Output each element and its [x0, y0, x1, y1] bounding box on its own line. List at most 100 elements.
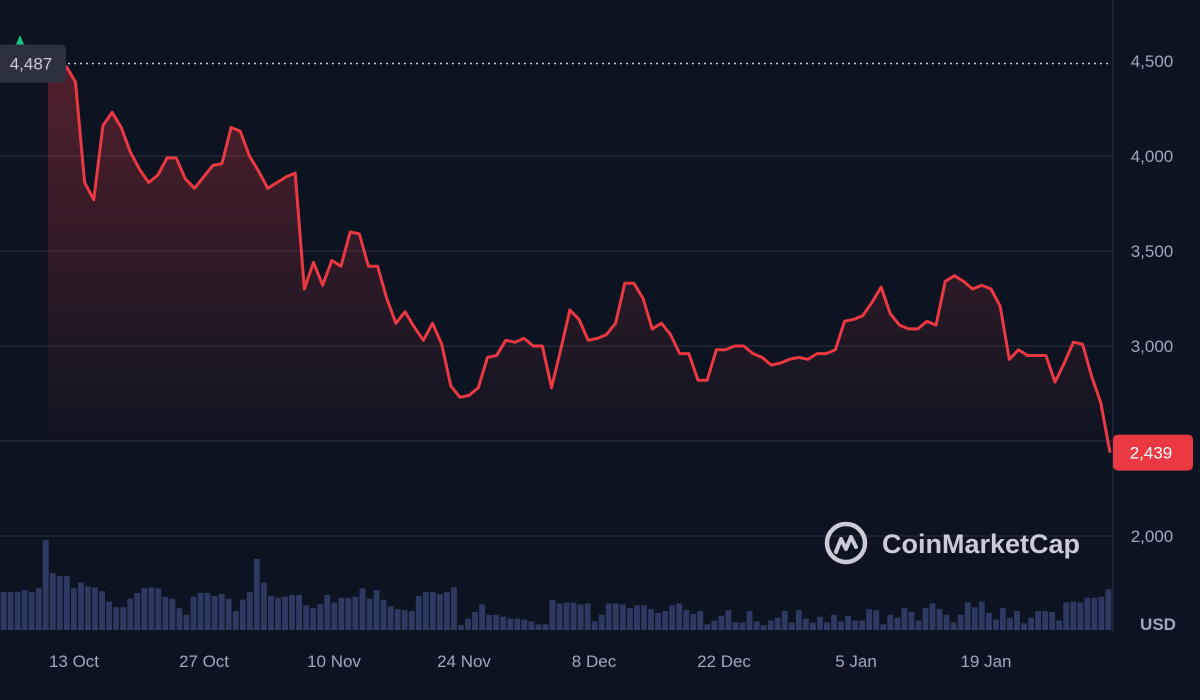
- volume-bar: [253, 558, 260, 630]
- volume-bar: [296, 594, 303, 630]
- volume-bar: [507, 618, 514, 630]
- volume-bar: [690, 613, 697, 630]
- volume-bar: [1091, 597, 1098, 630]
- volume-bar: [781, 611, 788, 630]
- y-tick-label: 4,000: [1131, 147, 1174, 166]
- volume-bar: [894, 617, 901, 630]
- volume-bar: [711, 620, 718, 630]
- current-price-label: 2,439: [1130, 444, 1173, 463]
- volume-bar: [1056, 620, 1063, 630]
- volume-bar: [718, 615, 725, 630]
- price-line: [46, 54, 1112, 453]
- volume-bar: [21, 590, 28, 630]
- volume-bar: [373, 590, 380, 630]
- volume-bar: [570, 602, 577, 630]
- volume-bar: [746, 611, 753, 630]
- volume-bar: [767, 620, 774, 630]
- volume-bar: [704, 624, 711, 630]
- volume-bar: [106, 601, 113, 630]
- volume-bar: [70, 588, 77, 630]
- volume-bar: [950, 622, 957, 630]
- volume-bar: [92, 587, 98, 630]
- volume-bar: [634, 605, 640, 630]
- volume-bar: [443, 592, 450, 630]
- volume-bar: [1098, 596, 1105, 630]
- volume-bar: [774, 617, 781, 630]
- volume-bar: [204, 593, 211, 630]
- triangle-up-icon: [15, 35, 25, 47]
- volume-bar: [352, 596, 359, 630]
- volume-bar: [908, 612, 915, 630]
- volume-bar: [246, 592, 253, 630]
- volume-bar: [169, 598, 176, 630]
- volume-bar: [556, 603, 563, 630]
- volume-bar: [197, 593, 204, 630]
- volume-bar: [873, 610, 880, 630]
- volume-bar: [0, 592, 7, 630]
- volume-bar: [760, 625, 767, 630]
- volume-bar: [28, 592, 35, 630]
- volume-bar: [1063, 602, 1070, 630]
- volume-bar: [155, 588, 162, 630]
- volume-bar: [514, 618, 521, 630]
- volume-bar: [1070, 601, 1077, 630]
- y-tick-label: 3,000: [1131, 337, 1174, 356]
- volume-bar: [943, 614, 950, 630]
- x-tick-label: 13 Oct: [49, 652, 99, 671]
- volume-bar: [697, 611, 704, 630]
- volume-bar: [732, 622, 739, 630]
- volume-bar: [535, 624, 542, 630]
- volume-bar: [739, 622, 746, 630]
- volume-bar: [648, 609, 654, 630]
- volume-bar: [148, 587, 155, 630]
- high-marker: [15, 35, 25, 47]
- volume-bar: [852, 620, 859, 630]
- volume-bar: [14, 592, 21, 630]
- volume-bar: [957, 614, 964, 630]
- volume-bar: [225, 598, 232, 630]
- x-tick-label: 8 Dec: [572, 652, 617, 671]
- volume-bar: [134, 593, 141, 630]
- y-tick-label: 3,500: [1131, 242, 1174, 261]
- volume-bar: [49, 573, 56, 630]
- volume-bar: [1049, 612, 1056, 630]
- volume-bar: [239, 599, 246, 630]
- volume-bar: [809, 622, 816, 630]
- volume-bar: [261, 582, 267, 630]
- volume-bar: [1084, 597, 1091, 630]
- high-value-label: 4,487: [10, 54, 53, 73]
- volume-bar: [866, 609, 873, 630]
- volume-bar: [915, 620, 922, 630]
- volume-bar: [78, 582, 84, 630]
- volume-bar: [1007, 617, 1013, 630]
- volume-bar: [577, 604, 584, 630]
- volume-bars: [0, 540, 1112, 630]
- volume-bar: [1035, 611, 1042, 630]
- volume-bar: [387, 606, 394, 630]
- volume-bar: [211, 595, 218, 630]
- volume-bar: [183, 614, 190, 630]
- volume-bar: [936, 609, 943, 630]
- volume-bar: [42, 540, 49, 630]
- price-area-fill: [48, 55, 1110, 453]
- volume-bar: [436, 594, 443, 630]
- volume-bar: [359, 588, 366, 630]
- x-tick-label: 5 Jan: [835, 652, 877, 671]
- volume-bar: [232, 611, 239, 630]
- volume-bar: [901, 608, 908, 630]
- x-tick-label: 27 Oct: [179, 652, 229, 671]
- x-tick-label: 10 Nov: [307, 652, 361, 671]
- volume-bar: [415, 595, 422, 630]
- volume-bar: [612, 603, 619, 630]
- volume-bar: [971, 607, 978, 630]
- volume-bar: [458, 625, 464, 630]
- volume-bar: [859, 620, 866, 630]
- volume-bar: [141, 588, 148, 630]
- volume-bar: [887, 614, 894, 630]
- volume-bar: [619, 604, 626, 630]
- volume-bar: [831, 614, 837, 630]
- current-price-badge: 2,439: [1113, 434, 1193, 471]
- volume-bar: [162, 596, 169, 630]
- volume-bar: [929, 603, 936, 630]
- volume-bar: [725, 610, 732, 630]
